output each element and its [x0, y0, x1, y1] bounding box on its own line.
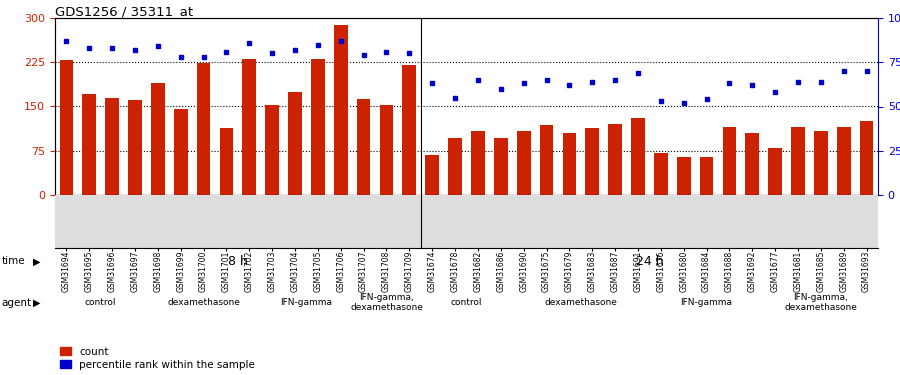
Bar: [494, 138, 508, 195]
Bar: [585, 128, 599, 195]
Bar: [837, 126, 850, 195]
Text: GDS1256 / 35311_at: GDS1256 / 35311_at: [55, 5, 194, 18]
Bar: [266, 105, 279, 195]
Text: IFN-gamma: IFN-gamma: [281, 298, 332, 307]
Bar: [174, 109, 187, 195]
Bar: [59, 60, 73, 195]
Bar: [654, 153, 668, 195]
Bar: [83, 93, 96, 195]
Bar: [242, 59, 256, 195]
Bar: [380, 105, 393, 195]
Text: dexamethasone: dexamethasone: [544, 298, 617, 307]
Bar: [151, 83, 165, 195]
Bar: [860, 121, 873, 195]
Bar: [402, 65, 416, 195]
Text: control: control: [451, 298, 482, 307]
Text: IFN-gamma,
dexamethasone: IFN-gamma, dexamethasone: [785, 293, 858, 312]
Bar: [814, 131, 828, 195]
Bar: [540, 125, 554, 195]
Bar: [677, 157, 690, 195]
Bar: [699, 157, 714, 195]
Bar: [562, 133, 576, 195]
Legend: count, percentile rank within the sample: count, percentile rank within the sample: [60, 346, 255, 370]
Bar: [471, 131, 485, 195]
Bar: [105, 98, 119, 195]
Text: IFN-gamma: IFN-gamma: [680, 298, 733, 307]
Bar: [356, 99, 371, 195]
Bar: [745, 133, 759, 195]
Text: dexamethasone: dexamethasone: [167, 298, 240, 307]
Text: 24 h: 24 h: [635, 255, 663, 268]
Bar: [197, 63, 211, 195]
Bar: [631, 118, 644, 195]
Bar: [769, 148, 782, 195]
Text: ▶: ▶: [33, 256, 40, 267]
Bar: [426, 155, 439, 195]
Text: IFN-gamma,
dexamethasone: IFN-gamma, dexamethasone: [350, 293, 423, 312]
Bar: [334, 25, 347, 195]
Bar: [517, 131, 530, 195]
Bar: [723, 127, 736, 195]
Text: agent: agent: [2, 297, 32, 307]
Text: control: control: [85, 298, 116, 307]
Bar: [128, 100, 142, 195]
Bar: [608, 124, 622, 195]
Bar: [288, 92, 302, 195]
Bar: [311, 59, 325, 195]
Text: 8 h: 8 h: [228, 255, 248, 268]
Bar: [791, 127, 805, 195]
Text: time: time: [2, 256, 25, 267]
Bar: [448, 138, 462, 195]
Bar: [220, 128, 233, 195]
Text: ▶: ▶: [33, 297, 40, 307]
